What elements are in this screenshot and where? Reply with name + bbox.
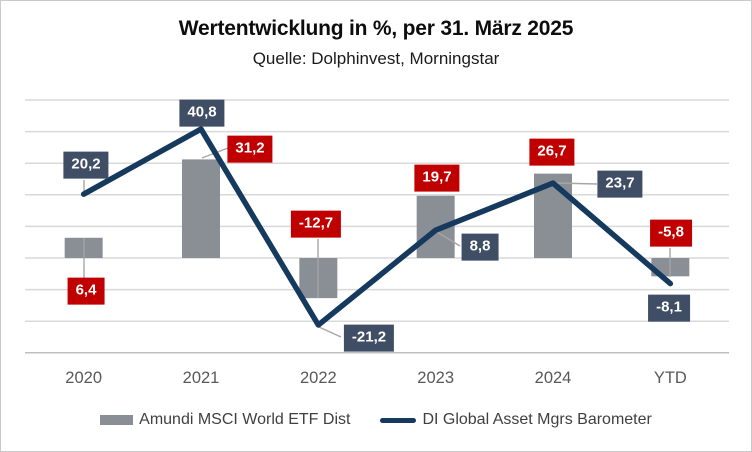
legend-label-etf: Amundi MSCI World ETF Dist — [139, 411, 351, 428]
line-value-label: 8,8 — [461, 233, 499, 261]
label-leader-line — [318, 326, 342, 338]
bar-value-label: 26,7 — [529, 138, 575, 166]
line-series-swatch-icon — [380, 417, 417, 423]
x-axis-label: YTD — [653, 369, 687, 387]
x-axis-label: 2023 — [417, 369, 455, 387]
bar-value-label: -12,7 — [290, 210, 342, 238]
chart-title: Wertentwicklung in %, per 31. März 2025 — [178, 17, 574, 40]
bar-value-label: 31,2 — [227, 135, 273, 163]
x-axis-label: 2024 — [534, 369, 572, 387]
chart-subtitle: Quelle: Dolphinvest, Morningstar — [252, 49, 500, 68]
bar-value-label: 19,7 — [414, 164, 460, 192]
legend: Amundi MSCI World ETF Dist DI Global Ass… — [1, 411, 751, 429]
line-value-label: 20,2 — [63, 151, 109, 179]
line-value-label: 23,7 — [597, 170, 643, 198]
legend-label-barometer: DI Global Asset Mgrs Barometer — [422, 411, 652, 428]
x-axis-label: 2020 — [65, 369, 103, 387]
legend-item-barometer: DI Global Asset Mgrs Barometer — [380, 411, 652, 429]
x-axis-label: 2022 — [299, 369, 337, 387]
bar-series-swatch-icon — [100, 415, 134, 425]
legend-item-etf: Amundi MSCI World ETF Dist — [100, 411, 350, 429]
label-leader-line — [436, 231, 461, 247]
bar — [182, 159, 220, 258]
bar-value-label: -5,8 — [650, 219, 692, 247]
line-value-label: -21,2 — [343, 324, 395, 352]
barometer-line — [80, 126, 674, 328]
label-leader-line — [554, 182, 598, 185]
line-value-label: -8,1 — [648, 294, 690, 322]
bar-value-label: 6,4 — [67, 277, 105, 305]
x-axis-label: 2021 — [182, 369, 220, 387]
line-value-label: 40,8 — [179, 99, 225, 127]
